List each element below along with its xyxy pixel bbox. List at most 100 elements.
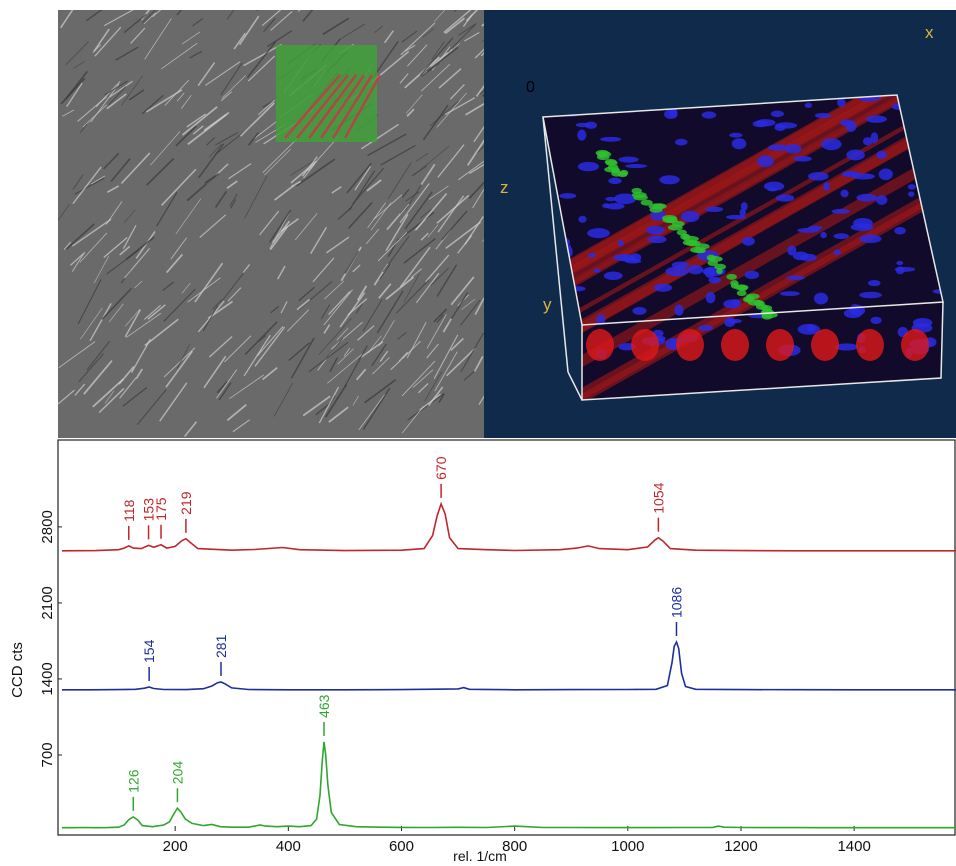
blue-blob — [814, 293, 828, 305]
blue-blob — [794, 156, 812, 162]
y-tick-label: 1400 — [39, 662, 56, 695]
blue-blob — [834, 233, 849, 239]
blue-blob — [771, 111, 784, 118]
blue-blob — [768, 144, 789, 151]
blue-blob — [833, 249, 841, 255]
y-tick-label: 2100 — [39, 586, 56, 619]
y-axis-title: CCD cts — [9, 642, 26, 698]
blue-blob — [674, 304, 683, 315]
blue-blob — [731, 299, 740, 306]
x-tick-label: 400 — [276, 838, 301, 855]
green-blob — [631, 188, 641, 194]
blue-blob — [605, 197, 616, 201]
blue-blob — [742, 237, 755, 246]
blue-blob — [618, 240, 624, 247]
blue-blob — [576, 123, 591, 127]
peak-label: 670 — [433, 456, 449, 480]
blue-blob — [856, 194, 877, 202]
green-blob — [726, 274, 737, 280]
blue-blob — [780, 291, 800, 296]
blue-blob — [577, 129, 586, 140]
blue-blob — [868, 280, 880, 286]
blue-blob — [706, 292, 716, 303]
green-blob — [611, 171, 622, 177]
blue-blob — [632, 307, 646, 315]
blue-blob — [588, 253, 596, 258]
blue-blob — [786, 276, 805, 280]
red-blob — [766, 329, 794, 361]
green-blob — [649, 207, 662, 213]
blue-blob — [559, 193, 576, 199]
origin-label: 0 — [526, 79, 535, 96]
x-tick-label: 800 — [502, 838, 527, 855]
blue-blob — [681, 211, 700, 222]
peak-label: 126 — [125, 769, 141, 793]
blue-blob — [727, 319, 741, 323]
blue-blob — [820, 232, 826, 238]
peak-label: 118 — [121, 499, 137, 522]
peak-label: 463 — [316, 694, 332, 718]
red-blob — [586, 329, 614, 361]
blue-blob — [739, 209, 745, 217]
peak-label: 281 — [213, 634, 229, 658]
x-tick-label: 200 — [163, 838, 188, 855]
blue-blob — [757, 155, 774, 167]
green-blob — [690, 247, 703, 253]
blue-blob — [600, 137, 621, 142]
blue-blob — [618, 157, 638, 163]
blue-blob — [705, 207, 723, 212]
red-blob — [811, 329, 839, 361]
blue-blob — [602, 203, 610, 208]
axis-y-label: y — [543, 295, 552, 314]
blue-blob — [860, 235, 882, 244]
red-blob — [721, 329, 749, 361]
red-blob — [676, 329, 704, 361]
blue-blob — [831, 209, 849, 214]
green-blob — [597, 154, 610, 160]
blue-blob — [913, 318, 933, 328]
blue-blob — [654, 284, 672, 292]
blue-blob — [659, 175, 680, 184]
blue-blob — [896, 261, 903, 265]
blue-blob — [702, 111, 717, 118]
green-blob — [762, 314, 773, 320]
blue-blob — [908, 191, 914, 196]
fiber — [256, 3, 269, 11]
blue-blob — [894, 227, 906, 234]
blue-blob — [732, 138, 747, 149]
blue-blob — [704, 267, 715, 278]
x-tick-label: 600 — [389, 838, 414, 855]
blue-blob — [675, 139, 688, 146]
blue-blob — [578, 216, 586, 223]
blue-blob — [866, 115, 887, 122]
blue-blob — [625, 164, 647, 168]
green-blob — [738, 285, 748, 291]
blue-blob — [729, 133, 742, 138]
blue-blob — [842, 171, 860, 177]
y-tick-label: 700 — [39, 742, 56, 767]
blue-blob — [876, 195, 887, 205]
green-blob — [730, 280, 738, 286]
figure: x 0 z y rel. 1/cm CCD cts 20040060080010… — [0, 0, 956, 866]
blue-blob — [578, 162, 599, 171]
blue-blob — [787, 245, 796, 255]
blue-blob — [895, 267, 916, 272]
blue-blob — [846, 150, 865, 161]
blue-blob — [698, 325, 713, 331]
green-blob — [743, 296, 754, 302]
green-blob — [737, 290, 747, 296]
y-tick-label: 2800 — [39, 510, 56, 543]
green-blob — [716, 268, 722, 274]
green-blob — [754, 300, 762, 306]
x-tick-label: 1400 — [837, 838, 870, 855]
peak-label: 175 — [153, 497, 169, 521]
x-axis-title: rel. 1/cm — [453, 848, 507, 864]
fiber — [299, 0, 315, 11]
blue-blob — [593, 268, 601, 272]
blue-blob — [613, 254, 635, 261]
red-blob — [856, 329, 884, 361]
peak-label: 1086 — [668, 587, 684, 618]
blue-blob — [768, 187, 778, 191]
red-blob — [901, 329, 929, 361]
blue-blob — [776, 194, 794, 201]
